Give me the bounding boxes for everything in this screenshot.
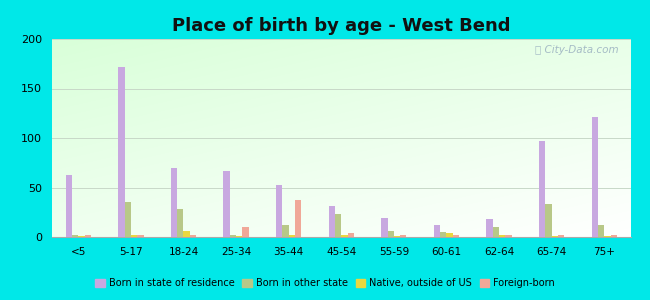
- Bar: [242, 227, 249, 237]
- Bar: [329, 206, 335, 237]
- Bar: [229, 235, 236, 237]
- Bar: [552, 236, 558, 237]
- Bar: [282, 225, 289, 237]
- Bar: [341, 235, 348, 237]
- Bar: [434, 225, 440, 237]
- Bar: [604, 236, 610, 237]
- Bar: [183, 231, 190, 237]
- Bar: [539, 141, 545, 237]
- Bar: [545, 204, 552, 237]
- Bar: [78, 236, 84, 237]
- Bar: [400, 235, 406, 237]
- Bar: [610, 235, 617, 237]
- Bar: [598, 225, 604, 237]
- Bar: [348, 233, 354, 237]
- Bar: [125, 202, 131, 237]
- Bar: [177, 209, 183, 237]
- Bar: [171, 168, 177, 237]
- Bar: [224, 171, 229, 237]
- Bar: [190, 235, 196, 237]
- Bar: [453, 235, 459, 237]
- Bar: [236, 236, 242, 237]
- Bar: [66, 175, 72, 237]
- Bar: [499, 235, 505, 237]
- Bar: [84, 235, 91, 237]
- Bar: [295, 200, 302, 237]
- Bar: [505, 235, 512, 237]
- Bar: [440, 232, 447, 237]
- Title: Place of birth by age - West Bend: Place of birth by age - West Bend: [172, 17, 510, 35]
- Bar: [72, 235, 78, 237]
- Bar: [558, 235, 564, 237]
- Bar: [276, 184, 282, 237]
- Bar: [118, 67, 125, 237]
- Bar: [289, 235, 295, 237]
- Bar: [486, 219, 493, 237]
- Bar: [381, 218, 387, 237]
- Bar: [137, 235, 144, 237]
- Text: ⓘ City-Data.com: ⓘ City-Data.com: [536, 45, 619, 55]
- Bar: [493, 227, 499, 237]
- Legend: Born in state of residence, Born in other state, Native, outside of US, Foreign-: Born in state of residence, Born in othe…: [91, 274, 559, 292]
- Bar: [131, 235, 137, 237]
- Bar: [394, 236, 400, 237]
- Bar: [335, 214, 341, 237]
- Bar: [447, 233, 453, 237]
- Bar: [592, 117, 598, 237]
- Bar: [387, 231, 394, 237]
